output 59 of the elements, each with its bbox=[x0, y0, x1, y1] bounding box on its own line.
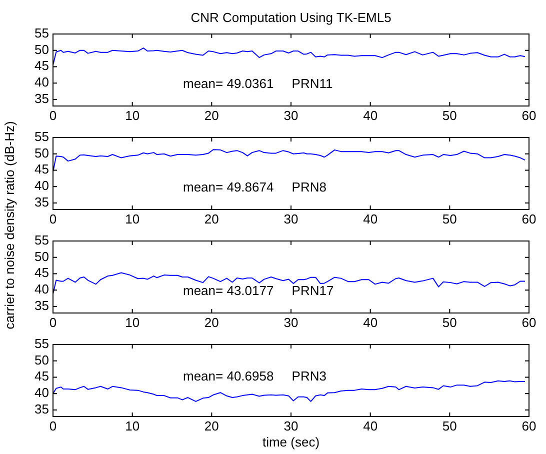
y-tick-label: 40 bbox=[34, 74, 49, 90]
x-tick-label: 60 bbox=[522, 315, 536, 330]
y-tick-label: 50 bbox=[34, 352, 49, 368]
y-tick-label: 50 bbox=[34, 42, 49, 57]
x-tick-label: 10 bbox=[125, 108, 140, 123]
x-tick-label: 30 bbox=[284, 418, 298, 434]
y-tick-label: 35 bbox=[34, 401, 49, 416]
y-tick-label: 55 bbox=[34, 232, 49, 248]
y-tick-label: 40 bbox=[34, 385, 49, 400]
x-tick-label: 40 bbox=[363, 212, 378, 226]
x-tick-label: 0 bbox=[49, 212, 57, 226]
line-series bbox=[52, 380, 526, 402]
annotation: mean= 49.0361 PRN11 bbox=[183, 76, 333, 91]
x-tick-label: 0 bbox=[49, 108, 57, 123]
y-tick-label: 35 bbox=[34, 298, 49, 313]
x-tick-label: 20 bbox=[204, 212, 219, 226]
x-tick-label: 40 bbox=[363, 315, 378, 330]
y-tick-label: 55 bbox=[34, 25, 49, 40]
y-tick-label: 55 bbox=[34, 128, 49, 144]
y-tick-label: 35 bbox=[34, 194, 49, 210]
y-tick-label: 45 bbox=[34, 162, 49, 177]
annotation: mean= 49.8674 PRN8 bbox=[183, 179, 326, 194]
y-tick-label: 40 bbox=[34, 282, 49, 297]
line-series bbox=[52, 48, 526, 66]
x-tick-label: 0 bbox=[49, 315, 57, 330]
y-tick-label: 55 bbox=[34, 336, 49, 351]
y-axis-title: carrier to noise density ratio (dB-Hz) bbox=[2, 121, 17, 330]
x-tick-label: 30 bbox=[284, 212, 298, 226]
x-tick-label: 40 bbox=[363, 418, 378, 434]
annotation: mean= 40.6958 PRN3 bbox=[183, 368, 326, 384]
x-tick-label: 20 bbox=[204, 108, 219, 123]
y-tick-label: 45 bbox=[34, 368, 49, 384]
line-series bbox=[52, 272, 526, 295]
x-tick-label: 50 bbox=[442, 315, 457, 330]
x-tick-label: 50 bbox=[442, 212, 457, 226]
x-tick-label: 10 bbox=[125, 315, 140, 330]
x-tick-label: 20 bbox=[204, 418, 219, 434]
y-tick-label: 50 bbox=[34, 248, 49, 264]
x-axis-title: time (sec) bbox=[262, 434, 320, 450]
chart-title: CNR Computation Using TK-EML5 bbox=[190, 10, 392, 25]
x-tick-label: 30 bbox=[284, 108, 298, 123]
x-tick-label: 60 bbox=[522, 212, 536, 226]
x-tick-label: 30 bbox=[284, 315, 298, 330]
x-tick-label: 40 bbox=[363, 108, 378, 123]
x-tick-label: 0 bbox=[49, 418, 57, 434]
y-tick-label: 50 bbox=[34, 145, 49, 160]
x-tick-label: 50 bbox=[442, 108, 457, 123]
annotation: mean= 43.0177 PRN17 bbox=[183, 282, 334, 298]
x-tick-label: 60 bbox=[522, 418, 536, 434]
y-tick-label: 45 bbox=[34, 58, 49, 74]
x-tick-label: 10 bbox=[125, 212, 140, 226]
y-tick-label: 35 bbox=[34, 90, 49, 106]
y-tick-label: 40 bbox=[34, 178, 49, 194]
line-series bbox=[52, 149, 526, 172]
x-tick-label: 10 bbox=[125, 418, 140, 434]
x-tick-label: 20 bbox=[204, 315, 219, 330]
x-tick-label: 60 bbox=[522, 108, 536, 123]
x-tick-label: 50 bbox=[442, 418, 457, 434]
y-tick-label: 45 bbox=[34, 265, 49, 280]
